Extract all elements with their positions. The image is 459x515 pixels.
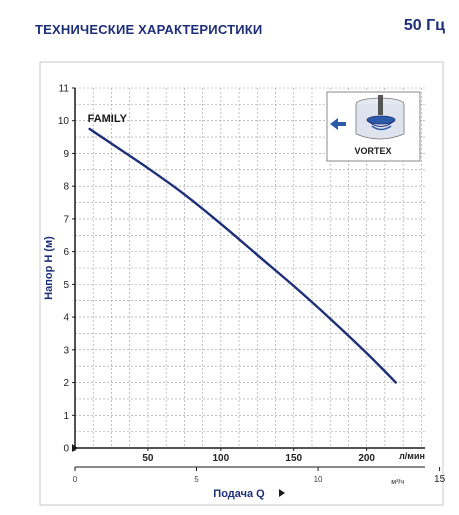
y-tick-label: 8 [63,182,69,193]
page-title: ТЕХНИЧЕСКИЕ ХАРАКТЕРИСТИКИ [35,22,263,37]
x2-tick-label: 5 [194,475,199,484]
x2-unit-label: м³/ч [391,479,404,486]
chart-frame [39,61,444,506]
y-tick-label: 2 [63,378,69,389]
y-tick-label: 9 [63,149,69,160]
y-tick-label: 0 [63,444,69,455]
vortex-impeller-icon [330,95,405,140]
x-tick-label: 150 [285,453,302,464]
y-tick-label: 10 [58,116,70,127]
series-family-line [88,127,397,384]
y-tick-label: 4 [63,313,69,324]
x-tick-label: 50 [142,453,154,464]
y-tick-label: 11 [59,84,70,95]
x-tick-label: 200 [358,453,375,464]
y-axis-label: Напор H (м) [43,236,55,300]
y-tick-label: 5 [63,280,69,291]
y-tick-label: 1 [63,411,69,422]
x2-tick-label: 10 [314,475,323,484]
y-tick-label: 7 [63,214,69,225]
x-axis-label: Подача Q [213,488,265,500]
y-tick-label: 6 [63,247,69,258]
x2-tick-label: 0 [73,475,78,484]
series-family-label: FAMILY [88,113,128,125]
x2-tick-label: 15 [434,474,446,485]
x-tick-label: 100 [212,453,229,464]
vortex-label: VORTEX [354,146,391,156]
vortex-inset: VORTEX [326,91,421,162]
x-unit-label: л/мин [399,451,425,461]
x-axis-label-arrow-icon [279,489,285,497]
y-tick-label: 3 [63,345,69,356]
frequency-label: 50 Гц [403,17,445,34]
